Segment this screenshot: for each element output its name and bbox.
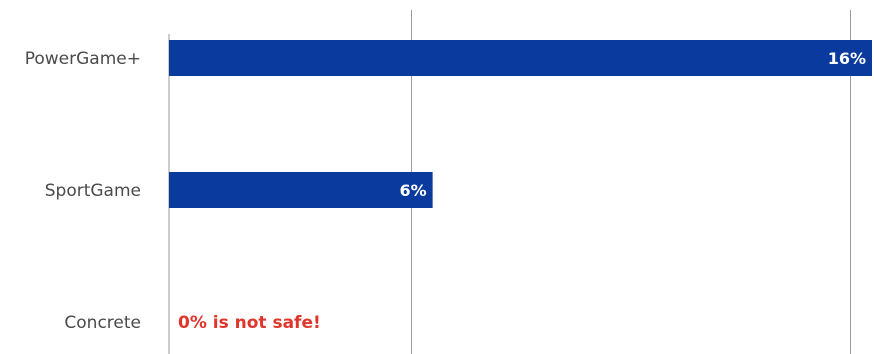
category-label: PowerGame+ — [25, 49, 141, 69]
bars — [169, 40, 872, 208]
data-label: 6% — [399, 181, 426, 200]
data-label: 16% — [828, 49, 866, 68]
annotation-label: 0% is not safe! — [178, 313, 321, 333]
bar — [169, 40, 872, 76]
bar — [169, 172, 433, 208]
category-label: Concrete — [64, 313, 141, 333]
category-label: SportGame — [45, 181, 141, 201]
labels: PowerGame+ 16% SportGame 6% Concrete 0% is no… — [25, 49, 866, 333]
